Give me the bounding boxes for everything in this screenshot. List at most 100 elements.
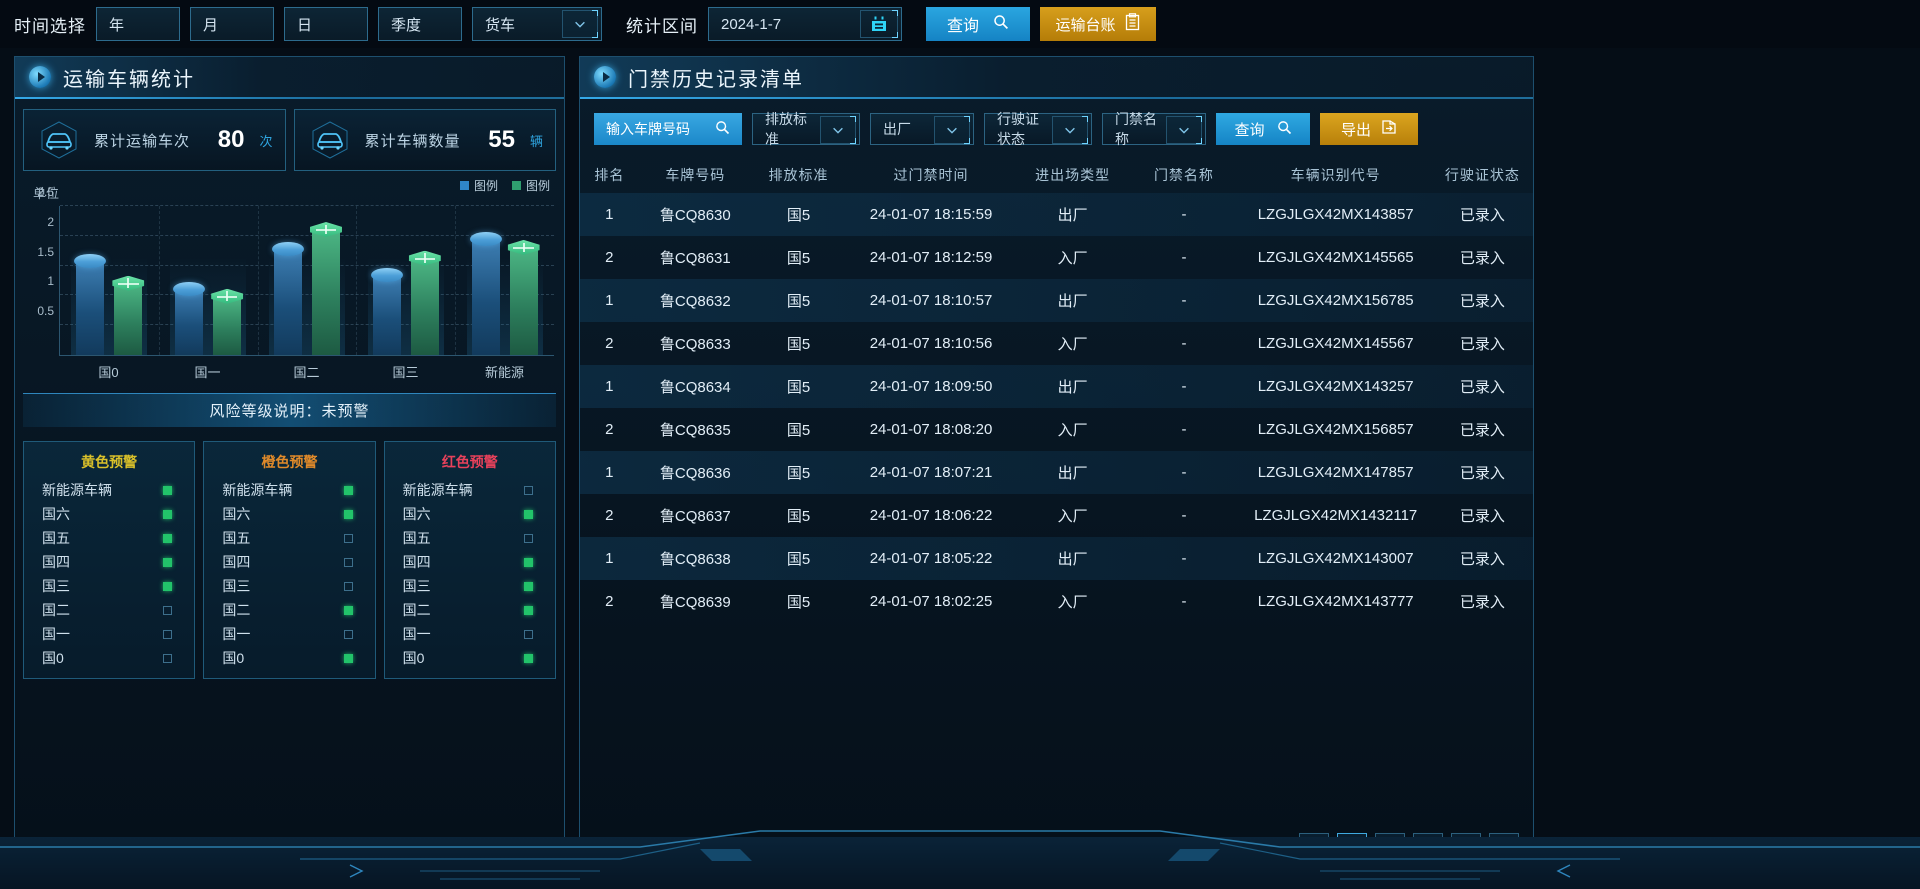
table-cell-gate: - bbox=[1181, 593, 1187, 610]
table-row[interactable]: 2 鲁CQ8631 国5 24-01-07 18:12:59 入厂 - LZGJLGX42M… bbox=[580, 236, 1533, 279]
chart-bar-groups bbox=[60, 206, 554, 355]
pagination-prev-button[interactable]: ‹ bbox=[1299, 833, 1329, 859]
table-row[interactable]: 2 鲁CQ8637 国5 24-01-07 18:06:22 入厂 - LZGJLGX42M… bbox=[580, 494, 1533, 537]
gate-name-select[interactable]: 门禁名称 bbox=[1102, 111, 1206, 147]
chart-bar[interactable] bbox=[309, 222, 342, 355]
warning-indicator-active bbox=[523, 509, 533, 519]
month-field[interactable]: 月 bbox=[190, 7, 274, 41]
export-button[interactable]: 导出 bbox=[1320, 113, 1418, 145]
warning-list-item: 国一 bbox=[385, 622, 555, 646]
chart-bar[interactable] bbox=[271, 241, 304, 355]
table-cell-std: 国5 bbox=[786, 293, 811, 310]
table-cell-gate: - bbox=[1181, 206, 1187, 223]
quarter-field[interactable]: 季度 bbox=[378, 7, 462, 41]
warning-item-label: 新能源车辆 bbox=[222, 482, 293, 498]
table-query-button[interactable]: 查询 bbox=[1216, 113, 1310, 145]
warning-item-label: 新能源车辆 bbox=[42, 482, 112, 498]
calendar-icon[interactable] bbox=[860, 10, 898, 38]
table-row[interactable]: 1 鲁CQ8634 国5 24-01-07 18:09:50 出厂 - LZGJLGX42M… bbox=[580, 365, 1533, 408]
chart-vertical-gridline bbox=[455, 206, 457, 355]
chart-bar[interactable] bbox=[74, 253, 107, 355]
chevron-down-icon[interactable] bbox=[820, 116, 856, 144]
emission-standard-select[interactable]: 排放标准 bbox=[752, 111, 860, 147]
chart-x-tick: 国二 bbox=[293, 365, 320, 380]
warning-item-label: 国二 bbox=[222, 602, 251, 618]
table-row[interactable]: 2 鲁CQ8635 国5 24-01-07 18:08:20 入厂 - LZGJLGX42M… bbox=[580, 408, 1533, 451]
warning-list-item: 国四 bbox=[385, 550, 555, 574]
chart-bar[interactable] bbox=[173, 282, 206, 355]
table-cell-status: 已录入 bbox=[1459, 508, 1505, 525]
plate-search-input[interactable]: 输入车牌号码 bbox=[594, 113, 742, 145]
warning-indicator-inactive bbox=[343, 629, 353, 639]
corner-mark bbox=[892, 10, 898, 16]
table-cell-gate: - bbox=[1181, 507, 1187, 524]
chart-bar[interactable] bbox=[469, 231, 502, 355]
month-label: 月 bbox=[203, 16, 219, 34]
transport-ledger-button[interactable]: 运输台账 bbox=[1040, 7, 1156, 41]
warning-list-item: 国四 bbox=[204, 550, 374, 574]
chevron-down-icon[interactable] bbox=[1166, 116, 1202, 144]
chevron-down-icon[interactable] bbox=[562, 10, 598, 38]
warning-indicator-active bbox=[163, 557, 173, 567]
query-button[interactable]: 查询 bbox=[926, 7, 1030, 41]
table-row[interactable]: 2 鲁CQ8639 国5 24-01-07 18:02:25 入厂 - LZGJLGX42M… bbox=[580, 580, 1533, 623]
pagination-page-4[interactable]: 4 bbox=[1451, 833, 1481, 859]
chart-bar[interactable] bbox=[112, 275, 145, 355]
table-cell-vin: LZGJLGX42MX143857 bbox=[1257, 206, 1414, 223]
day-field[interactable]: 日 bbox=[284, 7, 368, 41]
chart-x-tick: 国0 bbox=[98, 365, 119, 380]
warning-item-label: 新能源车辆 bbox=[402, 482, 473, 498]
table-cell-type: 出厂 bbox=[1057, 379, 1088, 396]
table-row[interactable]: 1 鲁CQ8632 国5 24-01-07 18:10:57 出厂 - LZGJLGX42M… bbox=[580, 279, 1533, 322]
chart-x-tick: 新能源 bbox=[484, 365, 524, 380]
factory-select[interactable]: 出厂 bbox=[870, 113, 974, 145]
table-row[interactable]: 1 鲁CQ8638 国5 24-01-07 18:05:22 出厂 - LZGJLGX42M… bbox=[580, 537, 1533, 580]
license-status-select[interactable]: 行驶证状态 bbox=[984, 111, 1092, 147]
car-icon bbox=[36, 118, 82, 162]
search-icon[interactable] bbox=[715, 120, 730, 138]
warning-item-label: 国一 bbox=[222, 626, 251, 642]
warning-indicator-active bbox=[343, 653, 353, 663]
table-column-header: 门禁名称 bbox=[1153, 167, 1214, 183]
chart-bar[interactable] bbox=[408, 250, 441, 355]
year-field[interactable]: 年 bbox=[96, 7, 180, 41]
chart-y-tick: 0.5 bbox=[37, 304, 54, 319]
table-cell-std: 国5 bbox=[786, 422, 811, 439]
pagination-page-1[interactable]: 1 bbox=[1337, 833, 1367, 859]
pagination-next-button[interactable]: › bbox=[1489, 833, 1519, 859]
warning-indicator-inactive bbox=[523, 629, 533, 639]
table-cell-rank: 2 bbox=[605, 249, 614, 266]
table-cell-type: 入厂 bbox=[1057, 422, 1088, 439]
chart-y-tick: 1.5 bbox=[37, 244, 54, 259]
clipboard-icon bbox=[1124, 13, 1141, 35]
chart-bar[interactable] bbox=[211, 288, 244, 355]
table-cell-type: 入厂 bbox=[1057, 336, 1088, 353]
table-cell-std: 国5 bbox=[786, 551, 811, 568]
table-cell-rank: 2 bbox=[605, 335, 614, 352]
table-row[interactable]: 1 鲁CQ8630 国5 24-01-07 18:15:59 出厂 - LZGJLGX42M… bbox=[580, 193, 1533, 236]
corner-mark bbox=[1082, 116, 1088, 122]
chart-gridline bbox=[60, 264, 554, 266]
warning-indicator-active bbox=[523, 557, 533, 567]
chart-bar[interactable] bbox=[507, 239, 540, 355]
table-cell-type: 出厂 bbox=[1057, 207, 1088, 224]
quarter-label: 季度 bbox=[391, 16, 422, 34]
corner-mark bbox=[1196, 138, 1202, 144]
table-cell-gate: - bbox=[1181, 464, 1187, 481]
pagination-page-2[interactable]: 2 bbox=[1375, 833, 1405, 859]
pagination-page-3[interactable]: 3 bbox=[1413, 833, 1443, 859]
vehicle-type-select[interactable]: 货车 bbox=[472, 7, 602, 41]
chevron-down-icon[interactable] bbox=[1052, 116, 1088, 144]
search-icon bbox=[993, 14, 1009, 35]
play-icon bbox=[29, 66, 51, 88]
emission-standard-bar-chart: 单位 图例 图例 0.5 1 1.5 2 2.5 国0 国一 国二 国三 新能源 bbox=[15, 171, 564, 381]
table-row[interactable]: 1 鲁CQ8636 国5 24-01-07 18:07:21 出厂 - LZGJLGX42M… bbox=[580, 451, 1533, 494]
plate-search-placeholder: 输入车牌号码 bbox=[606, 121, 690, 137]
chart-bar-cap-cylinder bbox=[370, 267, 403, 282]
table-cell-plate: 鲁CQ8632 bbox=[659, 293, 731, 310]
chevron-down-icon[interactable] bbox=[934, 116, 970, 144]
table-row[interactable]: 2 鲁CQ8633 国5 24-01-07 18:10:56 入厂 - LZGJLGX42M… bbox=[580, 322, 1533, 365]
chart-bar[interactable] bbox=[370, 267, 403, 355]
table-cell-plate: 鲁CQ8633 bbox=[659, 336, 731, 353]
date-range-input[interactable]: 2024-1-7 bbox=[708, 7, 902, 41]
